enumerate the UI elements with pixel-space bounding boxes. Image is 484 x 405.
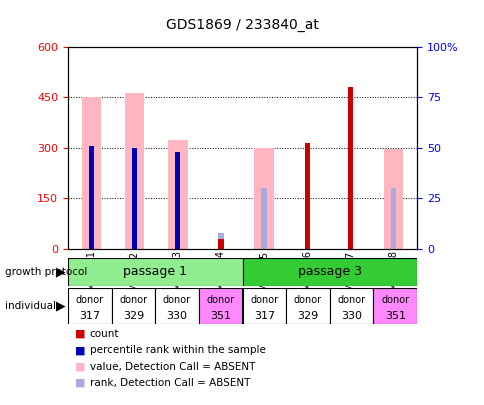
Text: donor: donor [163,295,191,305]
Bar [132,148,137,249]
Bar [125,93,144,249]
Text: passage 3: passage 3 [297,265,361,278]
Text: ■: ■ [75,378,86,388]
Bar [373,288,416,324]
Text: donor: donor [206,295,234,305]
Text: donor: donor [250,295,278,305]
Bar [286,288,329,324]
Text: ■: ■ [75,345,86,355]
Bar [383,149,402,249]
Bar [304,154,309,249]
Text: 351: 351 [210,311,231,321]
Text: individual: individual [5,301,56,311]
Bar [82,97,101,249]
Text: 330: 330 [166,311,187,321]
Bar [329,288,373,324]
Bar [347,87,352,249]
Bar [242,258,416,286]
Bar [68,258,242,286]
Text: 329: 329 [297,311,318,321]
Text: donor: donor [293,295,321,305]
Bar [155,288,198,324]
Bar [218,233,223,249]
Text: 351: 351 [384,311,405,321]
Bar [111,288,155,324]
Text: ▶: ▶ [56,299,65,312]
Text: count: count [90,329,119,339]
Bar [347,144,352,249]
Bar [261,188,266,249]
Bar [254,148,273,249]
Bar [175,152,180,249]
Text: percentile rank within the sample: percentile rank within the sample [90,345,265,355]
Text: donor: donor [380,295,408,305]
Text: growth protocol: growth protocol [5,267,87,277]
Bar [390,188,395,249]
Text: 330: 330 [340,311,362,321]
Text: donor: donor [76,295,104,305]
Text: GDS1869 / 233840_at: GDS1869 / 233840_at [166,18,318,32]
Bar [218,239,223,249]
Text: 317: 317 [79,311,100,321]
Bar [89,146,94,249]
Text: rank, Detection Call = ABSENT: rank, Detection Call = ABSENT [90,378,250,388]
Bar [68,288,111,324]
Bar [168,141,187,249]
Text: ■: ■ [75,329,86,339]
Text: donor: donor [119,295,147,305]
Bar [242,288,286,324]
Bar [304,143,309,249]
Text: 317: 317 [253,311,274,321]
Text: ▶: ▶ [56,266,65,279]
Text: donor: donor [337,295,365,305]
Text: passage 1: passage 1 [123,265,187,278]
Bar [198,288,242,324]
Text: value, Detection Call = ABSENT: value, Detection Call = ABSENT [90,362,255,371]
Text: 329: 329 [122,311,144,321]
Text: ■: ■ [75,362,86,371]
